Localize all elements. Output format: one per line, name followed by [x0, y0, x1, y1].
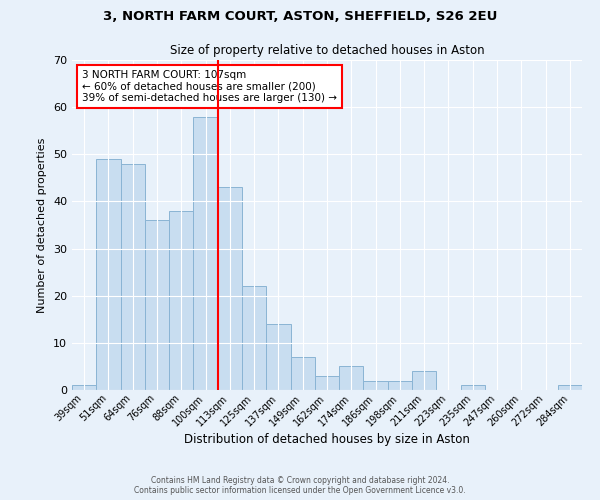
- Bar: [72, 386, 96, 390]
- Text: 3 NORTH FARM COURT: 107sqm
← 60% of detached houses are smaller (200)
39% of sem: 3 NORTH FARM COURT: 107sqm ← 60% of deta…: [82, 70, 337, 103]
- Bar: [461, 386, 485, 390]
- Title: Size of property relative to detached houses in Aston: Size of property relative to detached ho…: [170, 44, 484, 58]
- Bar: [290, 357, 315, 390]
- Bar: [412, 371, 436, 390]
- Bar: [218, 188, 242, 390]
- Bar: [121, 164, 145, 390]
- Text: 3, NORTH FARM COURT, ASTON, SHEFFIELD, S26 2EU: 3, NORTH FARM COURT, ASTON, SHEFFIELD, S…: [103, 10, 497, 23]
- Bar: [364, 380, 388, 390]
- Bar: [339, 366, 364, 390]
- Bar: [266, 324, 290, 390]
- Y-axis label: Number of detached properties: Number of detached properties: [37, 138, 47, 312]
- Bar: [558, 386, 582, 390]
- X-axis label: Distribution of detached houses by size in Aston: Distribution of detached houses by size …: [184, 434, 470, 446]
- Bar: [388, 380, 412, 390]
- Bar: [169, 211, 193, 390]
- Text: Contains HM Land Registry data © Crown copyright and database right 2024.
Contai: Contains HM Land Registry data © Crown c…: [134, 476, 466, 495]
- Bar: [145, 220, 169, 390]
- Bar: [242, 286, 266, 390]
- Bar: [193, 116, 218, 390]
- Bar: [96, 159, 121, 390]
- Bar: [315, 376, 339, 390]
